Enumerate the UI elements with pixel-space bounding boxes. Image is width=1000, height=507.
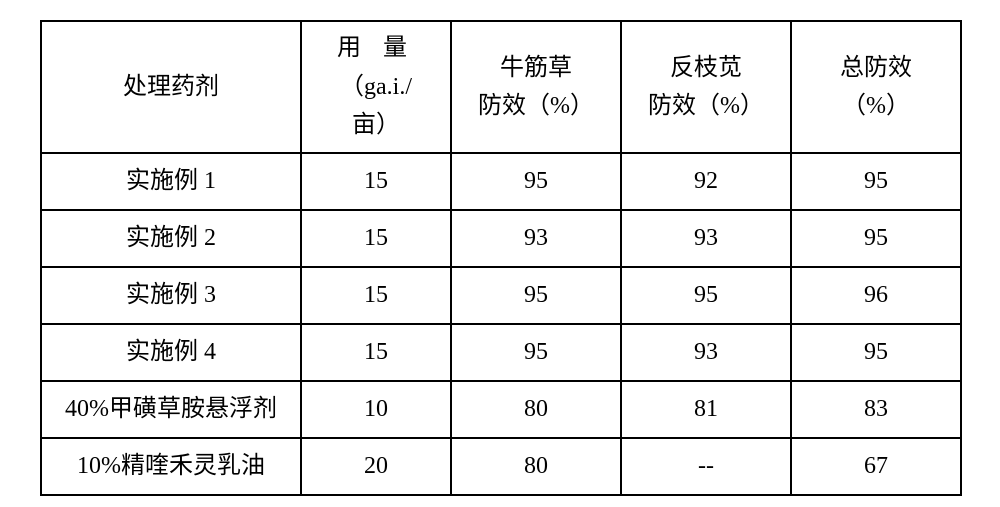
header-multiline: 牛筋草 防效（%）: [478, 49, 594, 126]
cell-treatment: 实施例 1: [41, 153, 301, 210]
cell-goosegrass: 80: [451, 381, 621, 438]
cell-total: 96: [791, 267, 961, 324]
efficacy-table: 处理药剂 用 量 （ga.i./ 亩） 牛筋草 防效（%）: [40, 20, 962, 496]
table-header-row: 处理药剂 用 量 （ga.i./ 亩） 牛筋草 防效（%）: [41, 21, 961, 153]
header-label: 处理药剂: [123, 74, 219, 100]
cell-amaranth: 92: [621, 153, 791, 210]
cell-amaranth: --: [621, 438, 791, 495]
cell-amaranth: 93: [621, 324, 791, 381]
cell-goosegrass: 93: [451, 210, 621, 267]
header-line: （%）: [842, 93, 910, 119]
cell-total: 95: [791, 210, 961, 267]
table-body: 实施例 1 15 95 92 95 实施例 2 15 93 93 95 实施例 …: [41, 153, 961, 495]
col-header-dosage: 用 量 （ga.i./ 亩）: [301, 21, 451, 153]
table-row: 实施例 2 15 93 93 95: [41, 210, 961, 267]
cell-total: 83: [791, 381, 961, 438]
cell-dosage: 15: [301, 267, 451, 324]
header-line: 用 量: [337, 35, 415, 61]
header-line: 亩）: [352, 112, 400, 138]
cell-dosage: 20: [301, 438, 451, 495]
cell-dosage: 15: [301, 210, 451, 267]
cell-amaranth: 81: [621, 381, 791, 438]
page-container: 处理药剂 用 量 （ga.i./ 亩） 牛筋草 防效（%）: [0, 0, 1000, 507]
table-row: 10%精喹禾灵乳油 20 80 -- 67: [41, 438, 961, 495]
cell-total: 95: [791, 153, 961, 210]
cell-treatment: 实施例 3: [41, 267, 301, 324]
header-multiline: 用 量 （ga.i./ 亩）: [337, 29, 415, 144]
table-row: 40%甲磺草胺悬浮剂 10 80 81 83: [41, 381, 961, 438]
header-multiline: 总防效 （%）: [840, 49, 912, 126]
header-line: 防效（%）: [478, 93, 594, 119]
table-row: 实施例 1 15 95 92 95: [41, 153, 961, 210]
col-header-treatment: 处理药剂: [41, 21, 301, 153]
header-line: 总防效: [840, 55, 912, 81]
table-row: 实施例 4 15 95 93 95: [41, 324, 961, 381]
cell-goosegrass: 95: [451, 324, 621, 381]
cell-dosage: 10: [301, 381, 451, 438]
header-line: （ga.i./: [340, 74, 412, 100]
cell-amaranth: 93: [621, 210, 791, 267]
cell-treatment: 实施例 2: [41, 210, 301, 267]
cell-amaranth: 95: [621, 267, 791, 324]
col-header-amaranth: 反枝苋 防效（%）: [621, 21, 791, 153]
header-line: 牛筋草: [500, 55, 572, 81]
cell-dosage: 15: [301, 153, 451, 210]
header-line: 反枝苋: [670, 55, 742, 81]
cell-goosegrass: 95: [451, 153, 621, 210]
cell-total: 95: [791, 324, 961, 381]
col-header-total: 总防效 （%）: [791, 21, 961, 153]
table-row: 实施例 3 15 95 95 96: [41, 267, 961, 324]
cell-treatment: 40%甲磺草胺悬浮剂: [41, 381, 301, 438]
cell-treatment: 10%精喹禾灵乳油: [41, 438, 301, 495]
cell-goosegrass: 95: [451, 267, 621, 324]
cell-total: 67: [791, 438, 961, 495]
col-header-goosegrass: 牛筋草 防效（%）: [451, 21, 621, 153]
cell-goosegrass: 80: [451, 438, 621, 495]
header-multiline: 反枝苋 防效（%）: [648, 49, 764, 126]
cell-dosage: 15: [301, 324, 451, 381]
header-line: 防效（%）: [648, 93, 764, 119]
cell-treatment: 实施例 4: [41, 324, 301, 381]
